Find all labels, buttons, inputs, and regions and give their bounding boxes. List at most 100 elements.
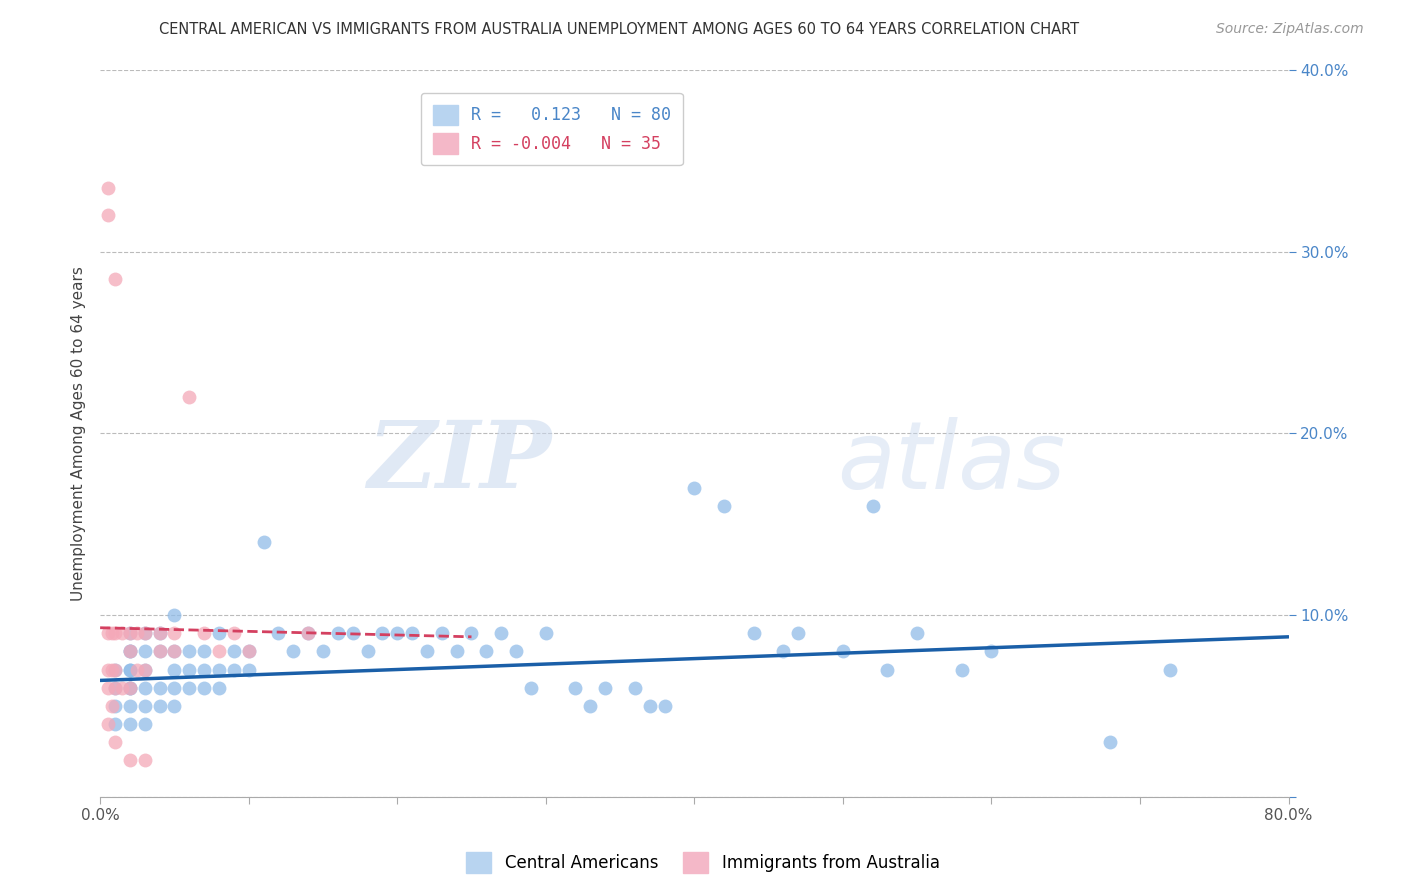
Text: CENTRAL AMERICAN VS IMMIGRANTS FROM AUSTRALIA UNEMPLOYMENT AMONG AGES 60 TO 64 Y: CENTRAL AMERICAN VS IMMIGRANTS FROM AUST… (159, 22, 1078, 37)
Point (104, 663, 127, 677)
Point (208, 644, 231, 658)
Point (238, 644, 260, 658)
Point (654, 698, 676, 713)
Point (148, 644, 170, 658)
Point (252, 535, 274, 549)
Text: Source: ZipAtlas.com: Source: ZipAtlas.com (1216, 22, 1364, 37)
Point (148, 626, 170, 640)
Point (101, 626, 124, 640)
Point (96, 717, 118, 731)
Point (179, 390, 201, 404)
Point (118, 681, 141, 695)
Point (520, 681, 543, 695)
Point (742, 626, 765, 640)
Point (193, 644, 215, 658)
Point (118, 644, 141, 658)
Point (593, 681, 616, 695)
Point (118, 717, 141, 731)
Point (179, 681, 201, 695)
Point (101, 663, 124, 677)
Point (208, 681, 231, 695)
Legend: R =   0.123   N = 80, R = -0.004   N = 35: R = 0.123 N = 80, R = -0.004 N = 35 (420, 93, 682, 165)
Point (238, 663, 260, 677)
Point (326, 626, 349, 640)
Point (831, 644, 853, 658)
Point (111, 681, 134, 695)
Point (118, 644, 141, 658)
Point (297, 626, 319, 640)
Point (564, 681, 586, 695)
Point (489, 626, 512, 640)
Point (104, 681, 127, 695)
Point (713, 499, 735, 513)
Point (163, 644, 186, 658)
Point (134, 753, 156, 767)
Point (118, 663, 141, 677)
Point (460, 626, 482, 640)
Point (118, 698, 141, 713)
Point (148, 681, 170, 695)
Point (163, 681, 186, 695)
Point (118, 681, 141, 695)
Point (96, 181, 118, 195)
Point (163, 698, 186, 713)
Point (96, 681, 118, 695)
Point (312, 644, 335, 658)
Point (267, 626, 290, 640)
Point (104, 717, 127, 731)
Point (862, 499, 884, 513)
Point (238, 644, 260, 658)
Point (624, 681, 647, 695)
Point (787, 626, 810, 640)
Point (905, 626, 928, 640)
Point (283, 644, 305, 658)
Point (118, 753, 141, 767)
Point (297, 626, 319, 640)
Point (222, 663, 245, 677)
Point (104, 698, 127, 713)
Point (371, 626, 394, 640)
Point (876, 663, 898, 677)
Point (387, 626, 409, 640)
Text: atlas: atlas (837, 417, 1066, 508)
Point (134, 644, 156, 658)
Point (950, 663, 973, 677)
Point (163, 644, 186, 658)
Point (134, 663, 156, 677)
Point (96, 663, 118, 677)
Point (96, 626, 118, 640)
Point (118, 663, 141, 677)
Point (134, 663, 156, 677)
Point (104, 272, 127, 286)
Legend: Central Americans, Immigrants from Australia: Central Americans, Immigrants from Austr… (460, 846, 946, 880)
Point (193, 626, 215, 640)
Point (104, 681, 127, 695)
Point (208, 663, 231, 677)
Point (104, 735, 127, 749)
Point (134, 698, 156, 713)
Point (134, 681, 156, 695)
Point (118, 626, 141, 640)
Point (416, 644, 439, 658)
Point (222, 626, 245, 640)
Point (96, 208, 118, 222)
Point (193, 681, 215, 695)
Point (148, 698, 170, 713)
Point (356, 644, 378, 658)
Point (163, 607, 186, 622)
Point (193, 663, 215, 677)
Point (104, 626, 127, 640)
Point (127, 626, 149, 640)
Point (179, 644, 201, 658)
Point (148, 644, 170, 658)
Point (101, 698, 124, 713)
Point (118, 681, 141, 695)
Point (148, 626, 170, 640)
Point (505, 644, 527, 658)
Point (118, 626, 141, 640)
Point (430, 626, 453, 640)
Point (534, 626, 557, 640)
Point (179, 663, 201, 677)
Point (980, 644, 1002, 658)
Point (446, 644, 468, 658)
